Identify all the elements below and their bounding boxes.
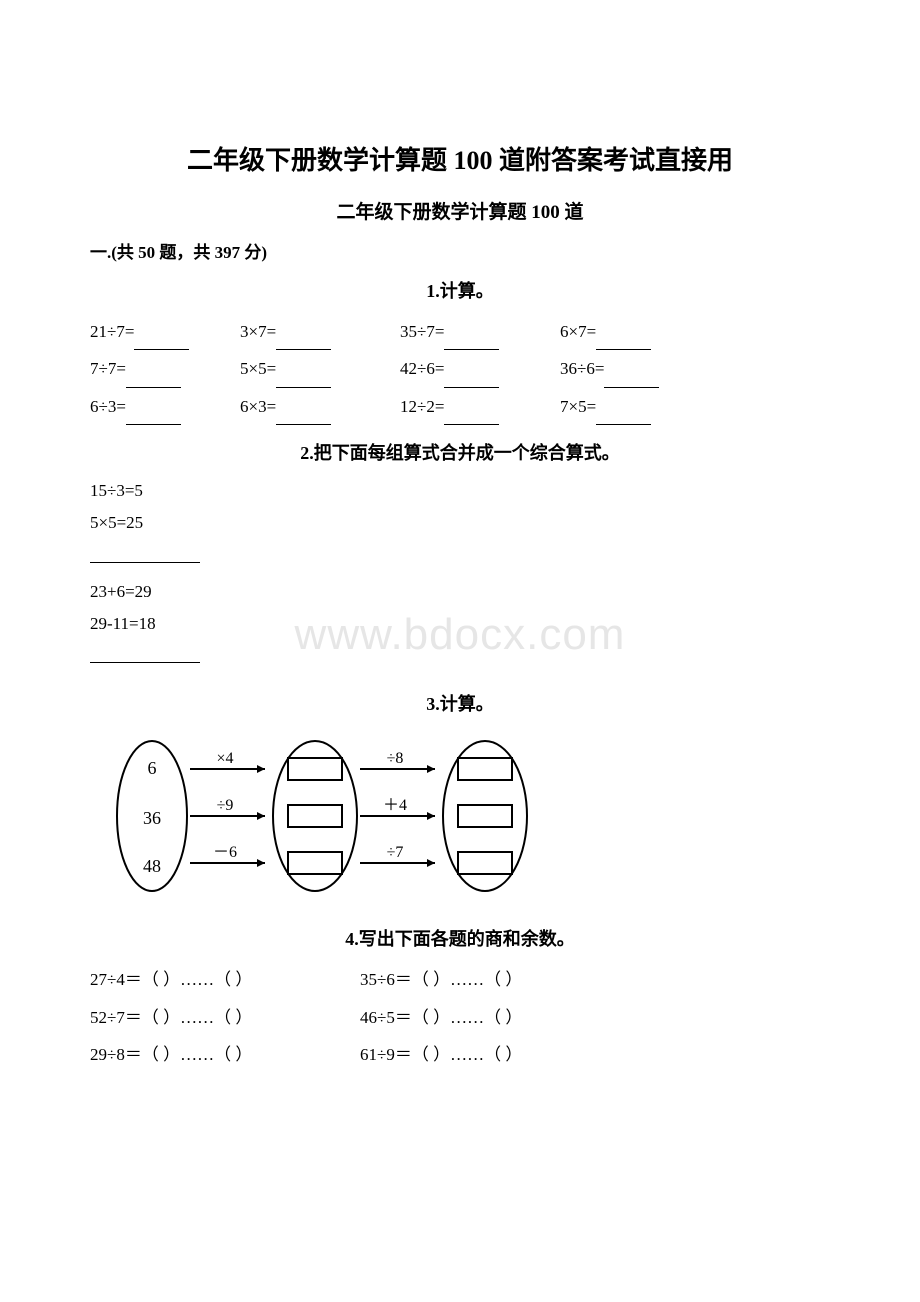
sub-title: 二年级下册数学计算题 100 道 — [90, 197, 830, 224]
q3-input-0: 6 — [148, 758, 157, 778]
q3-op1-2: －6 — [213, 844, 237, 861]
q1-blank — [126, 408, 181, 425]
q4-row: 29÷8＝（ ）……（ ）61÷9＝（ ）……（ ） — [90, 1036, 830, 1073]
q1-cell: 6×3= — [240, 388, 400, 425]
q1-blank — [444, 408, 499, 425]
q2-title: 2.把下面每组算式合并成一个综合算式。 — [90, 439, 830, 465]
q1-blank — [444, 371, 499, 388]
q2-g2-answer — [90, 646, 200, 663]
q1-expression: 42÷6= — [400, 359, 444, 378]
q1-cell: 35÷7= — [400, 313, 560, 350]
q1-blank — [126, 371, 181, 388]
q1-cell: 7÷7= — [90, 350, 240, 387]
q1-expression: 7×5= — [560, 397, 596, 416]
q3-box-2b — [458, 805, 512, 827]
q1-cell: 36÷6= — [560, 350, 659, 387]
q1-row: 7÷7= 5×5= 42÷6= 36÷6= — [90, 350, 830, 387]
q1-row: 6÷3= 6×3= 12÷2= 7×5= — [90, 388, 830, 425]
q1-blank — [276, 408, 331, 425]
q1-cell: 5×5= — [240, 350, 400, 387]
q4-expression: 35÷6＝（ ）……（ ） — [360, 961, 630, 998]
q1-cell: 42÷6= — [400, 350, 560, 387]
q1-expression: 7÷7= — [90, 359, 126, 378]
q2-g1-line1: 15÷3=5 — [90, 475, 830, 507]
q1-blank — [134, 333, 189, 350]
q3-op2-2: ÷7 — [387, 844, 404, 861]
q4-expression: 29÷8＝（ ）……（ ） — [90, 1036, 360, 1073]
q3-op1-1: ÷9 — [217, 797, 234, 814]
q1-expression: 5×5= — [240, 359, 276, 378]
q1-blank — [276, 333, 331, 350]
q3-op2-1: ＋4 — [383, 797, 407, 814]
q2-g1-answer — [90, 546, 200, 563]
q4-row: 27÷4＝（ ）……（ ）35÷6＝（ ）……（ ） — [90, 961, 830, 998]
q1-expression: 35÷7= — [400, 322, 444, 341]
q1-expression: 6×7= — [560, 322, 596, 341]
q1-row: 21÷7= 3×7= 35÷7= 6×7= — [90, 313, 830, 350]
q3-box-2a — [458, 758, 512, 780]
q1-cell: 21÷7= — [90, 313, 240, 350]
q1-expression: 36÷6= — [560, 359, 604, 378]
q4-title: 4.写出下面各题的商和余数。 — [90, 925, 830, 951]
q3-input-1: 36 — [143, 808, 161, 828]
q1-title: 1.计算。 — [90, 277, 830, 303]
q1-expression: 21÷7= — [90, 322, 134, 341]
q2-g1-line2: 5×5=25 — [90, 507, 830, 539]
q1-expression: 12÷2= — [400, 397, 444, 416]
q1-blank — [444, 333, 499, 350]
q4-row: 52÷7＝（ ）……（ ）46÷5＝（ ）……（ ） — [90, 999, 830, 1036]
q4-expression: 61÷9＝（ ）……（ ） — [360, 1036, 630, 1073]
q1-cell: 6÷3= — [90, 388, 240, 425]
q1-cell: 3×7= — [240, 313, 400, 350]
q3-box-1a — [288, 758, 342, 780]
q3-op1-0: ×4 — [216, 750, 233, 767]
q1-cell: 7×5= — [560, 388, 651, 425]
q1-cell: 6×7= — [560, 313, 651, 350]
q4-expression: 46÷5＝（ ）……（ ） — [360, 999, 630, 1036]
q1-blank — [604, 371, 659, 388]
q1-expression: 6÷3= — [90, 397, 126, 416]
q1-expression: 6×3= — [240, 397, 276, 416]
q3-box-1b — [288, 805, 342, 827]
q3-op2-0: ÷8 — [387, 750, 404, 767]
q3-box-2c — [458, 852, 512, 874]
q1-blank — [276, 371, 331, 388]
q3-box-1c — [288, 852, 342, 874]
q3-title: 3.计算。 — [90, 690, 830, 716]
q2-g2-line2: 29-11=18 — [90, 608, 830, 640]
section-info: 一.(共 50 题，共 397 分) — [90, 238, 830, 263]
q3-input-2: 48 — [143, 856, 161, 876]
q1-expression: 3×7= — [240, 322, 276, 341]
q1-blank — [596, 408, 651, 425]
q4-expression: 52÷7＝（ ）……（ ） — [90, 999, 360, 1036]
q4-expression: 27÷4＝（ ）……（ ） — [90, 961, 360, 998]
q2-g2-line1: 23+6=29 — [90, 576, 830, 608]
main-title: 二年级下册数学计算题 100 道附答案考试直接用 — [90, 140, 830, 177]
q1-cell: 12÷2= — [400, 388, 560, 425]
q1-blank — [596, 333, 651, 350]
q3-diagram: 6 36 48 ×4 ÷9 －6 ÷8 — [110, 726, 830, 911]
